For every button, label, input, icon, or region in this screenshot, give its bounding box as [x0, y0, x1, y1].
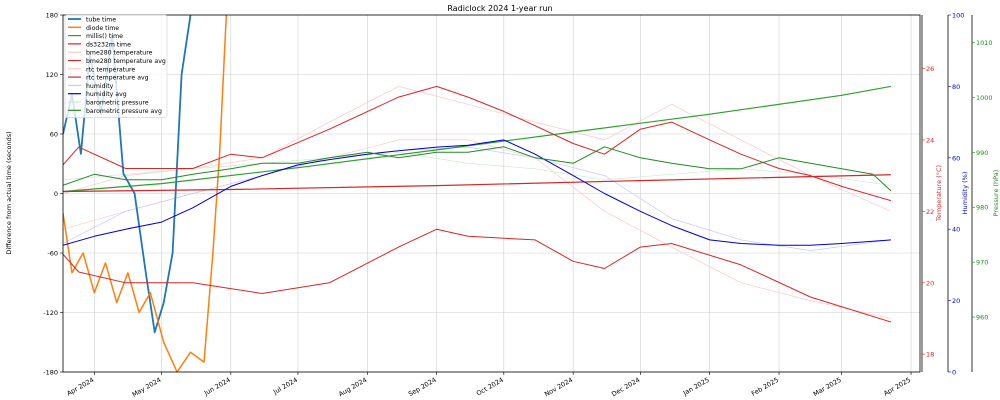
left-tick-label: 180: [46, 12, 58, 20]
humidity-axis-tick-label: 60: [952, 154, 960, 162]
plot-area: [63, 15, 892, 372]
legend-label: ds3232m time: [86, 41, 131, 48]
humidity-axis: 0 20 40 60 80 100 Humidity (%): [947, 12, 969, 377]
legend-box: [64, 14, 168, 118]
legend-label: diode time: [86, 25, 119, 32]
humidity-axis-tick-label: 0: [952, 369, 956, 377]
left-tick-label: -120: [43, 309, 58, 317]
series-line-11: [63, 146, 892, 192]
temp-axis-tick-label: 26: [926, 65, 934, 73]
series-line-3: [63, 174, 891, 193]
humidity-axis-tick-label: 40: [952, 226, 960, 234]
left-axis-label: Difference from actual time (seconds): [5, 131, 13, 254]
pressure-axis-tick-label: 1000: [976, 94, 993, 102]
pressure-axis-tick-label: 970: [976, 259, 988, 267]
legend-label: bme280 temperature avg: [86, 58, 166, 65]
humidity-axis-tick-label: 100: [952, 12, 964, 20]
series-line-7: [63, 85, 892, 202]
legend-label: millis() time: [86, 33, 123, 40]
legend-label: tube time: [86, 17, 116, 24]
temp-axis-tick-label: 22: [926, 208, 934, 216]
temp-axis-tick-label: 18: [926, 351, 934, 359]
series-line-5: [63, 228, 892, 323]
pressure-axis-label: Pressure (hPa): [992, 170, 1000, 217]
legend-label: barometric pressure: [86, 100, 149, 107]
humidity-axis-tick-label: 20: [952, 297, 960, 305]
temp-axis: 18 20 22 24 26 Temperature (°C): [921, 15, 943, 372]
pressure-axis-tick-label: 1010: [976, 39, 993, 47]
chart-title: Radiclock 2024 1-year run: [447, 4, 552, 13]
pressure-axis-tick-label: 990: [976, 149, 988, 157]
left-axis: -180 -120 -60 0 60 120 180: [43, 12, 63, 377]
series-line-8: [63, 146, 891, 251]
left-tick-label: 120: [46, 71, 58, 79]
series-line-0: [63, 15, 192, 334]
legend-label: humidity: [86, 83, 114, 90]
left-tick-label: -60: [47, 250, 58, 258]
temp-axis-tick-label: 20: [926, 279, 934, 287]
legend-label: rtc temperature avg: [86, 75, 149, 82]
humidity-axis-label: Humidity (%): [961, 172, 969, 215]
series-line-1: [63, 15, 228, 372]
series-line-9: [63, 139, 891, 246]
pressure-axis: 960 970 980 990 1000 1010 Pressure (hPa): [971, 15, 1000, 372]
left-tick-label: 60: [50, 131, 58, 139]
legend-label: bme280 temperature: [86, 50, 153, 57]
left-tick-label: -180: [43, 369, 58, 377]
legend-label: barometric pressure avg: [86, 108, 162, 115]
right-axes: 18 20 22 24 26 Temperature (°C) 0 20 40 60 80 100 Hu…: [921, 12, 1000, 377]
left-tick-label: 0: [54, 190, 58, 198]
legend-label: rtc temperature: [86, 66, 135, 73]
temp-axis-label: Temperature (°C): [935, 165, 943, 222]
pressure-axis-tick-label: 980: [976, 204, 988, 212]
humidity-axis-tick-label: 80: [952, 83, 960, 91]
temp-axis-tick-label: 24: [926, 136, 934, 144]
legend-label: humidity avg: [86, 91, 127, 98]
pressure-axis-tick-label: 960: [976, 314, 988, 322]
